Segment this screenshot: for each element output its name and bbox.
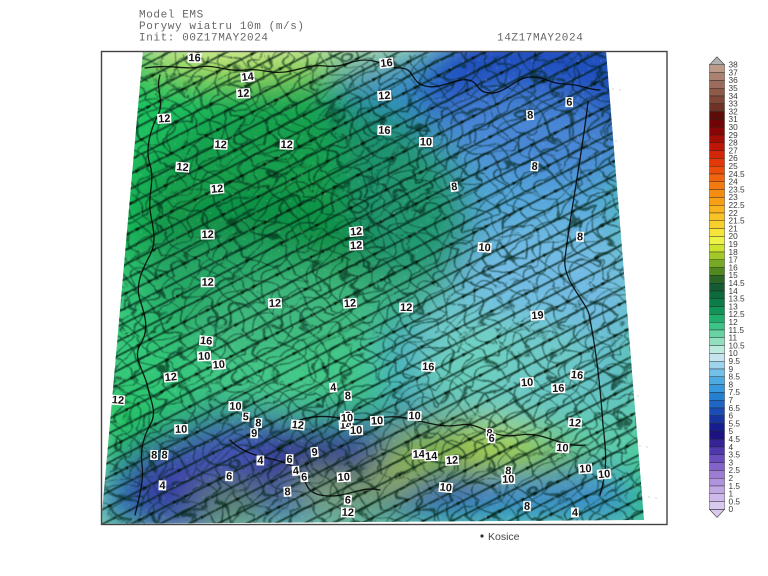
svg-text:12: 12 bbox=[378, 90, 391, 103]
svg-text:9: 9 bbox=[251, 428, 257, 440]
svg-text:10: 10 bbox=[598, 468, 611, 481]
svg-text:10: 10 bbox=[371, 415, 384, 428]
svg-text:12: 12 bbox=[201, 229, 213, 241]
svg-text:12: 12 bbox=[158, 113, 171, 126]
svg-text:16: 16 bbox=[422, 361, 435, 374]
svg-text:10: 10 bbox=[408, 410, 421, 422]
svg-text:8: 8 bbox=[577, 231, 584, 243]
svg-text:6: 6 bbox=[226, 470, 233, 482]
svg-text:12: 12 bbox=[280, 139, 293, 151]
svg-text:10: 10 bbox=[229, 401, 241, 413]
svg-text:8: 8 bbox=[161, 449, 168, 461]
svg-text:10: 10 bbox=[478, 242, 491, 255]
svg-text:16: 16 bbox=[199, 335, 212, 348]
svg-text:16: 16 bbox=[552, 383, 565, 395]
svg-text:12: 12 bbox=[164, 371, 177, 384]
svg-text:8: 8 bbox=[284, 486, 291, 498]
svg-text:12: 12 bbox=[202, 277, 214, 289]
svg-text:12: 12 bbox=[211, 183, 224, 196]
svg-text:8: 8 bbox=[524, 501, 531, 513]
svg-text:12: 12 bbox=[400, 302, 413, 314]
svg-text:8: 8 bbox=[345, 390, 352, 402]
svg-text:12: 12 bbox=[343, 297, 356, 310]
svg-text:10: 10 bbox=[439, 481, 452, 494]
svg-text:4: 4 bbox=[257, 455, 264, 467]
svg-text:10: 10 bbox=[502, 473, 515, 485]
svg-text:12: 12 bbox=[350, 240, 363, 253]
svg-text:12: 12 bbox=[111, 394, 124, 407]
svg-text:6: 6 bbox=[344, 494, 351, 507]
svg-text:10: 10 bbox=[337, 471, 350, 484]
svg-text:10: 10 bbox=[341, 412, 354, 424]
svg-text:8: 8 bbox=[527, 109, 534, 121]
svg-text:16: 16 bbox=[378, 125, 391, 137]
svg-text:6: 6 bbox=[566, 97, 572, 109]
svg-text:Kosice: Kosice bbox=[488, 531, 520, 543]
svg-text:12: 12 bbox=[269, 298, 282, 310]
svg-text:8: 8 bbox=[151, 449, 157, 461]
svg-text:14: 14 bbox=[241, 71, 255, 84]
svg-text:8: 8 bbox=[451, 181, 458, 194]
svg-text:6: 6 bbox=[286, 454, 293, 466]
svg-text:12: 12 bbox=[446, 455, 459, 468]
svg-text:10: 10 bbox=[350, 425, 363, 437]
svg-text:Init: 00Z17MAY2024: Init: 00Z17MAY2024 bbox=[139, 33, 269, 45]
svg-text:12: 12 bbox=[350, 225, 363, 238]
svg-text:19: 19 bbox=[531, 309, 544, 322]
svg-text:5: 5 bbox=[242, 411, 249, 423]
svg-text:9: 9 bbox=[311, 446, 318, 458]
svg-text:10: 10 bbox=[198, 350, 211, 362]
svg-text:16: 16 bbox=[570, 369, 583, 382]
svg-text:6: 6 bbox=[488, 433, 495, 445]
svg-text:16: 16 bbox=[380, 57, 393, 70]
svg-text:10: 10 bbox=[212, 359, 225, 372]
svg-text:12: 12 bbox=[568, 417, 581, 430]
svg-text:8: 8 bbox=[531, 161, 538, 173]
svg-text:6: 6 bbox=[301, 471, 308, 483]
svg-text:Model EMS: Model EMS bbox=[139, 10, 204, 22]
svg-text:Porywy wiatru 10m (m/s): Porywy wiatru 10m (m/s) bbox=[139, 21, 305, 33]
svg-text:12: 12 bbox=[342, 507, 355, 519]
svg-text:10: 10 bbox=[420, 136, 432, 148]
svg-text:14: 14 bbox=[425, 450, 439, 463]
svg-text:12: 12 bbox=[291, 419, 304, 432]
svg-text:12: 12 bbox=[214, 139, 227, 152]
svg-text:10: 10 bbox=[556, 442, 569, 455]
svg-text:10: 10 bbox=[521, 377, 534, 390]
svg-text:38: 38 bbox=[729, 60, 739, 70]
svg-text:16: 16 bbox=[188, 52, 201, 64]
svg-text:12: 12 bbox=[237, 88, 250, 101]
svg-text:10: 10 bbox=[579, 463, 592, 476]
svg-text:10: 10 bbox=[175, 424, 188, 436]
svg-text:12: 12 bbox=[176, 161, 189, 174]
svg-text:14Z17MAY2024: 14Z17MAY2024 bbox=[497, 33, 583, 45]
